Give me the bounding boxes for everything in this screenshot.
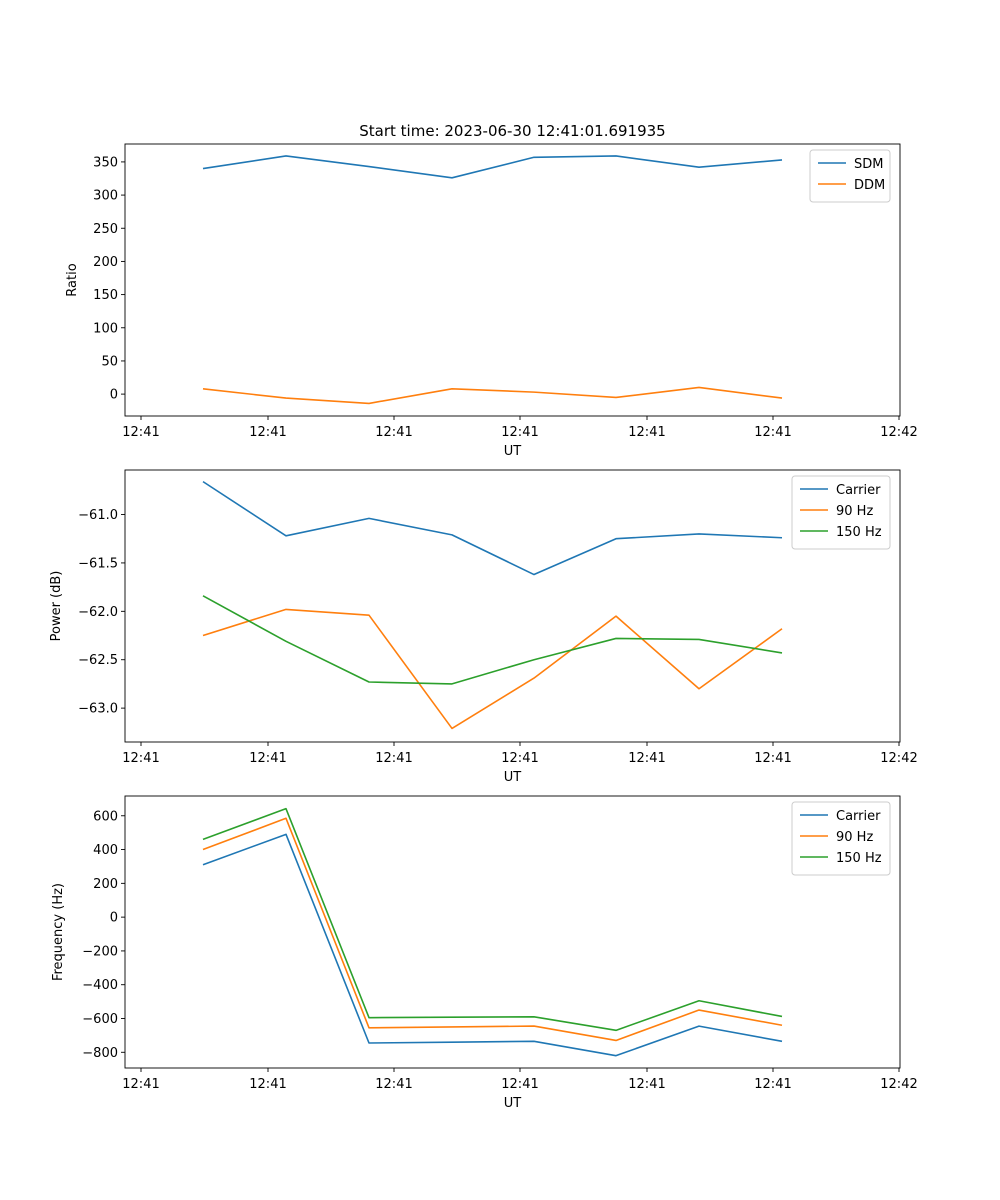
subplot-1: Start time: 2023-06-30 12:41:01.691935 12… — [65, 122, 918, 459]
y-tick-label: −62.0 — [78, 605, 118, 620]
x-tick-label: 12:41 — [122, 425, 159, 440]
y-tick-label: 50 — [101, 354, 118, 369]
y-axis-label: Frequency (Hz) — [51, 883, 66, 981]
legend-label: SDM — [854, 157, 883, 172]
x-tick-label: 12:41 — [628, 425, 665, 440]
series-line-150-hz — [202, 807, 783, 1032]
y-tick-label: −63.0 — [78, 702, 118, 717]
chart-title: Start time: 2023-06-30 12:41:01.691935 — [359, 122, 665, 140]
y-tick-label: −61.5 — [78, 556, 118, 571]
x-tick-label: 12:41 — [501, 751, 538, 766]
axes-frame — [124, 143, 901, 417]
series-line-carrier — [202, 480, 783, 576]
axes-frame — [124, 469, 901, 743]
x-tick-label: 12:41 — [375, 751, 412, 766]
x-tick-label: 12:41 — [122, 751, 159, 766]
legend: SDM DDM — [809, 149, 891, 203]
x-tick-label: 12:41 — [628, 1077, 665, 1092]
x-tick-label: 12:41 — [628, 751, 665, 766]
subplot-2: 12:41 12:41 12:41 12:41 12:41 12:41 12:42 −61.0… — [49, 469, 918, 785]
y-tick-label: 600 — [93, 809, 118, 824]
y-tick-label: −800 — [82, 1046, 118, 1061]
legend-label: Carrier — [836, 483, 881, 498]
x-axis-label: UT — [504, 770, 522, 785]
legend-label: Carrier — [836, 809, 881, 824]
x-axis-label: UT — [504, 1096, 522, 1111]
y-tick-label: 0 — [110, 388, 118, 403]
x-tick-label: 12:41 — [249, 1077, 286, 1092]
x-tick-label: 12:42 — [880, 1077, 917, 1092]
x-tick-label: 12:41 — [375, 1077, 412, 1092]
legend-label: 90 Hz — [836, 504, 873, 519]
x-tick-label: 12:42 — [880, 425, 917, 440]
series-line-sdm — [202, 155, 783, 179]
x-tick-label: 12:41 — [754, 425, 791, 440]
x-tick-label: 12:41 — [249, 751, 286, 766]
y-tick-label: 400 — [93, 843, 118, 858]
series-line-90-hz — [202, 817, 783, 1042]
series-line-150-hz — [202, 595, 783, 685]
legend: Carrier 90 Hz 150 Hz — [791, 801, 891, 876]
x-tick-label: 12:41 — [754, 1077, 791, 1092]
series-line-carrier — [202, 833, 783, 1057]
axes-frame — [124, 795, 901, 1069]
y-tick-label: −200 — [82, 944, 118, 959]
y-tick-label: 300 — [93, 189, 118, 204]
y-tick-label: −400 — [82, 978, 118, 993]
x-tick-label: 12:41 — [501, 1077, 538, 1092]
x-tick-label: 12:41 — [375, 425, 412, 440]
y-tick-label: 200 — [93, 255, 118, 270]
y-tick-label: 100 — [93, 321, 118, 336]
y-tick-label: −62.5 — [78, 653, 118, 668]
y-axis-label: Ratio — [65, 263, 80, 296]
y-tick-label: −600 — [82, 1012, 118, 1027]
x-axis-label: UT — [504, 444, 522, 459]
x-tick-label: 12:41 — [122, 1077, 159, 1092]
x-tick-label: 12:42 — [880, 751, 917, 766]
legend-label: 150 Hz — [836, 525, 882, 540]
legend-label: 90 Hz — [836, 830, 873, 845]
y-tick-label: 0 — [110, 911, 118, 926]
series-line-90-hz — [202, 608, 783, 730]
legend-label: 150 Hz — [836, 851, 882, 866]
legend-label: DDM — [854, 178, 885, 193]
y-tick-label: 200 — [93, 877, 118, 892]
y-tick-label: 250 — [93, 222, 118, 237]
legend: Carrier 90 Hz 150 Hz — [791, 475, 891, 550]
y-tick-label: −61.0 — [78, 508, 118, 523]
x-tick-label: 12:41 — [754, 751, 791, 766]
y-axis-label: Power (dB) — [49, 571, 64, 642]
y-tick-label: 150 — [93, 288, 118, 303]
subplot-3: 12:41 12:41 12:41 12:41 12:41 12:41 12:42 600 40… — [51, 795, 918, 1111]
x-tick-label: 12:41 — [501, 425, 538, 440]
series-line-ddm — [202, 386, 783, 405]
y-tick-label: 350 — [93, 155, 118, 170]
x-tick-label: 12:41 — [249, 425, 286, 440]
